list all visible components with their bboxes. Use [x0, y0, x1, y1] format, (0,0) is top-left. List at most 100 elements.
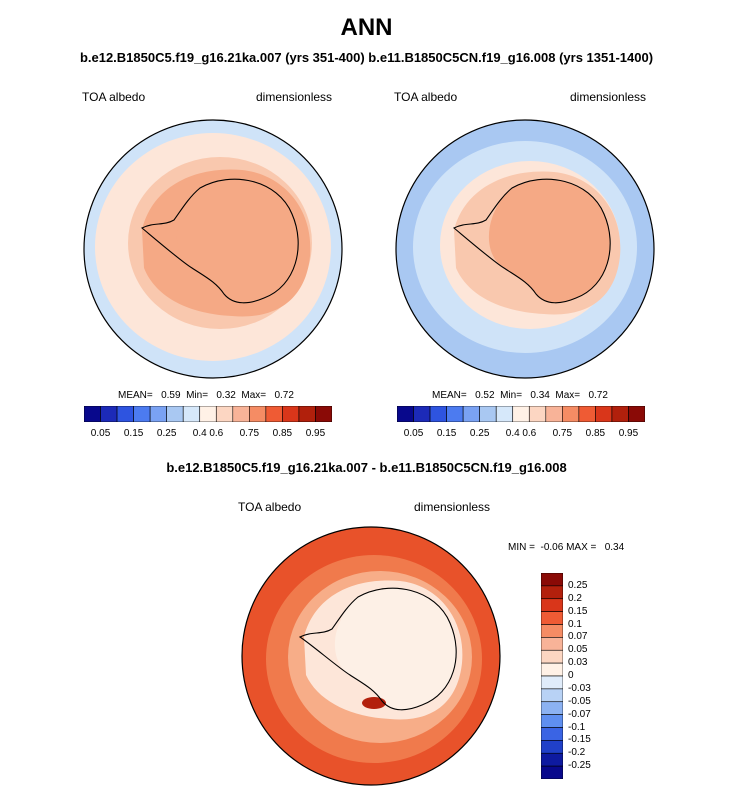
colorbar-swatch	[298, 406, 316, 422]
panel1-colorbar	[84, 406, 332, 422]
colorbar-swatch	[166, 406, 184, 422]
colorbar-swatch	[133, 406, 151, 422]
panel1-polar-map	[83, 119, 343, 379]
diff-colorbar-label: 0	[568, 670, 574, 681]
diff-colorbar-swatch	[541, 585, 563, 600]
colorbar-tick: 0.4	[505, 428, 520, 439]
colorbar-swatch	[397, 406, 414, 422]
panel2-antarctica-coastline	[453, 178, 611, 304]
colorbar-tick: 0.05	[90, 428, 111, 439]
diff-colorbar-label: -0.2	[568, 747, 586, 759]
colorbar-tick: 0.15	[123, 428, 144, 439]
colorbar-swatch	[182, 406, 201, 422]
diff-minmax: MIN = -0.06 MAX = 0.34	[508, 542, 625, 553]
diff-colorbar-swatch	[541, 675, 563, 690]
colorbar-swatch	[199, 406, 217, 422]
panel2-polar-map	[395, 119, 655, 379]
diff-colorbar-swatch	[541, 649, 563, 664]
diff-colorbar	[541, 573, 563, 779]
diff-colorbar-label: -0.25	[568, 760, 591, 772]
diff-colorbar-label: 0.07	[568, 631, 588, 643]
colorbar-tick: 0.75	[239, 428, 260, 439]
panel2-colorbar-ticks: 0.05 0.15 0.25 0.4 0.6 0.75 0.85 0.95	[397, 428, 645, 442]
colorbar-tick: 0.6	[522, 428, 537, 439]
panel2-stats: MEAN= 0.52 Min= 0.34 Max= 0.72	[432, 390, 608, 401]
colorbar-swatch	[282, 406, 300, 422]
colorbar-tick: 0.6	[209, 428, 224, 439]
panel1-units-label: dimensionless	[256, 90, 333, 104]
panel1-antarctica-coastline	[141, 178, 299, 304]
diff-colorbar-label: 0.25	[568, 579, 588, 591]
colorbar-swatch	[595, 406, 613, 422]
diff-colorbar-swatch	[541, 740, 563, 754]
diff-colorbar-swatch	[541, 573, 563, 587]
colorbar-swatch	[413, 406, 431, 422]
diff-colorbar-swatch	[541, 637, 563, 651]
diff-colorbar-swatch	[541, 765, 563, 779]
colorbar-swatch	[479, 406, 497, 422]
diff-colorbar-swatch	[541, 598, 563, 612]
colorbar-tick: 0.25	[156, 428, 177, 439]
colorbar-tick: 0.05	[403, 428, 424, 439]
colorbar-tick: 0.4	[192, 428, 207, 439]
colorbar-tick: 0.85	[585, 428, 606, 439]
diff-colorbar-swatch	[541, 662, 563, 677]
diff-colorbar-labels: 0.25 0.2 0.15 0.1 0.07 0.05 0.03 0 -0.03…	[568, 573, 608, 779]
diff-colorbar-label: -0.05	[568, 695, 591, 707]
colorbar-swatch	[446, 406, 464, 422]
difference-title: b.e12.B1850C5.f19_g16.21ka.007 - b.e11.B…	[166, 460, 567, 475]
diff-colorbar-swatch	[541, 701, 563, 715]
colorbar-swatch	[232, 406, 250, 422]
diff-antarctica-fill	[334, 588, 457, 710]
panel2-colorbar	[397, 406, 645, 422]
diff-colorbar-label: -0.15	[568, 734, 591, 746]
diff-high-anomaly-patch	[362, 697, 386, 709]
panel1-antarctica-fill	[176, 179, 299, 303]
colorbar-swatch	[578, 406, 596, 422]
colorbar-tick: 0.95	[618, 428, 639, 439]
diff-antarctica-coastline	[298, 587, 457, 711]
diff-colorbar-swatch	[541, 727, 563, 741]
panel2-antarctica-fill	[488, 179, 611, 303]
colorbar-tick: 0.15	[436, 428, 457, 439]
diff-colorbar-label: 0.05	[568, 644, 588, 656]
colorbar-swatch	[611, 406, 629, 422]
panel1-stats: MEAN= 0.59 Min= 0.32 Max= 0.72	[118, 390, 294, 401]
diff-colorbar-label: -0.1	[568, 721, 586, 733]
diff-units-label: dimensionless	[414, 500, 491, 514]
colorbar-swatch	[315, 406, 332, 422]
colorbar-swatch	[265, 406, 283, 422]
colorbar-swatch	[528, 406, 547, 422]
main-title: ANN	[340, 14, 393, 41]
colorbar-swatch	[495, 406, 514, 422]
panel2-variable-label: TOA albedo	[394, 90, 458, 104]
diff-colorbar-label: 0.2	[568, 592, 582, 604]
colorbar-swatch	[512, 406, 530, 422]
colorbar-swatch	[100, 406, 118, 422]
diff-colorbar-swatch	[541, 611, 563, 625]
colorbar-swatch	[562, 406, 580, 422]
colorbar-tick: 0.75	[552, 428, 573, 439]
colorbar-tick: 0.95	[305, 428, 326, 439]
subtitle: b.e12.B1850C5.f19_g16.21ka.007 (yrs 351-…	[79, 50, 654, 65]
diff-colorbar-label: 0.1	[568, 618, 582, 630]
diff-polar-map	[241, 526, 501, 786]
diff-colorbar-swatch	[541, 714, 563, 728]
colorbar-swatch	[215, 406, 234, 422]
colorbar-swatch	[429, 406, 447, 422]
diff-colorbar-label: 0.15	[568, 605, 588, 617]
colorbar-swatch	[545, 406, 563, 422]
diff-variable-label: TOA albedo	[238, 500, 302, 514]
diff-colorbar-swatch	[541, 752, 563, 767]
panel1-variable-label: TOA albedo	[82, 90, 146, 104]
colorbar-swatch	[149, 406, 167, 422]
panel1-colorbar-ticks: 0.05 0.15 0.25 0.4 0.6 0.75 0.85 0.95	[84, 428, 332, 442]
diff-colorbar-swatch	[541, 688, 563, 703]
panel2-units-label: dimensionless	[570, 90, 647, 104]
diff-colorbar-label: -0.03	[568, 682, 591, 694]
colorbar-tick: 0.25	[469, 428, 490, 439]
colorbar-swatch	[84, 406, 101, 422]
colorbar-tick: 0.85	[272, 428, 293, 439]
colorbar-swatch	[116, 406, 134, 422]
diff-colorbar-swatch	[541, 624, 563, 638]
